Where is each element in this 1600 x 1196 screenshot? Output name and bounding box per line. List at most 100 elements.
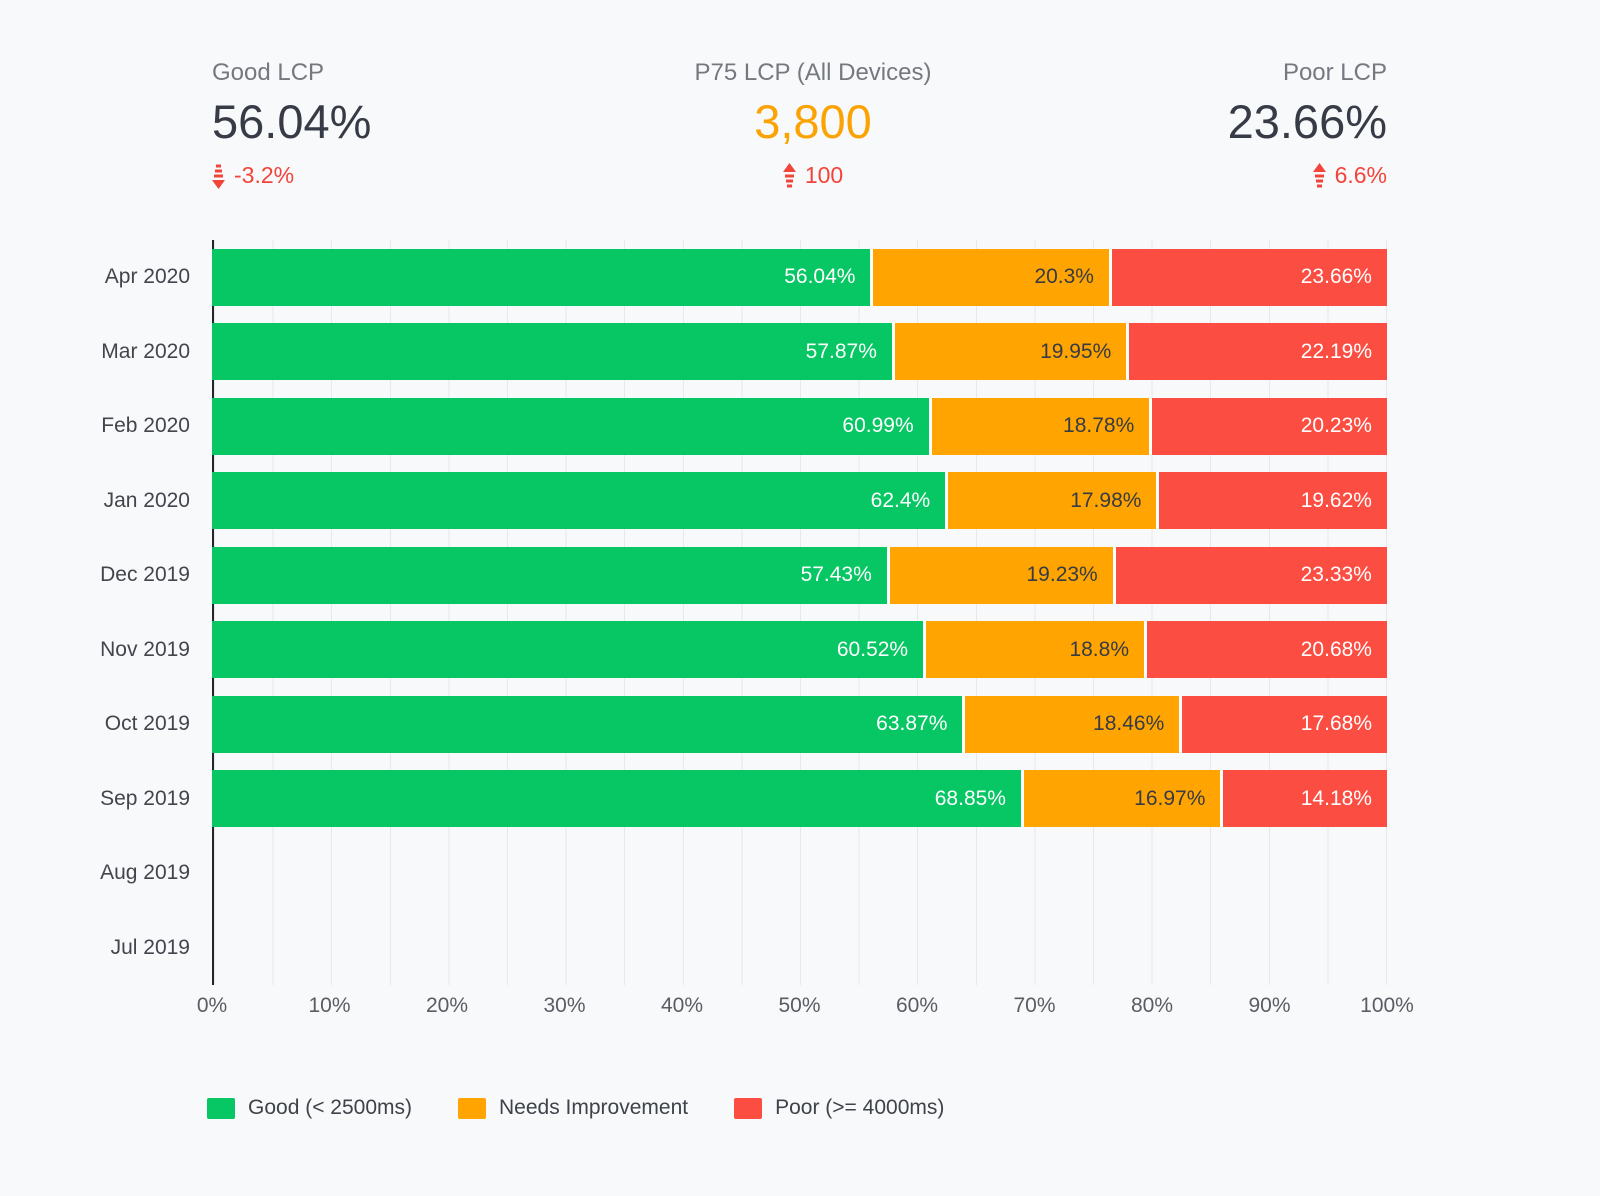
bar-track: 60.99% 18.78% 20.23% [212,397,1387,455]
bar-value-label: 19.62% [1300,488,1372,512]
bar-value-label: 60.99% [842,414,914,438]
bar-segment-needs-improvement[interactable]: 17.98% [945,472,1157,530]
bar-segment-good[interactable]: 60.99% [212,397,929,455]
scorecard-value: 3,800 [754,95,872,148]
scorecard-delta: 100 [563,162,1063,189]
y-axis-label: Mar 2020 [101,339,190,363]
bar-segment-poor[interactable]: 20.68% [1144,621,1387,679]
bar-segment-needs-improvement[interactable]: 19.95% [891,323,1127,381]
legend-label: Needs Improvement [499,1096,689,1119]
bar-segment-good[interactable]: 56.04% [212,248,871,306]
legend-swatch-good [207,1097,235,1119]
y-axis-label: Nov 2019 [100,637,190,661]
scorecard-good-lcp: Good LCP 56.04% -3.2% [212,58,371,189]
bar-track: 60.52% 18.8% 20.68% [212,621,1387,679]
x-axis: 0% 10% 20% 30% 40% 50% 60% 70% 80% 90% 100% [197,994,1414,1024]
bar-segment-needs-improvement[interactable]: 20.3% [870,248,1109,306]
scorecard-delta-value: -3.2% [234,162,295,188]
bar-segment-good[interactable]: 68.85% [212,770,1021,828]
bar-value-label: 68.85% [934,786,1006,810]
bar-track: 57.43% 19.23% 23.33% [212,546,1387,604]
x-axis-tick: 80% [1130,994,1174,1017]
bar-value-label: 57.43% [800,563,872,587]
x-axis-tick: 70% [1013,994,1056,1017]
bar-value-label: 63.87% [876,712,948,736]
bar-value-label: 60.52% [836,637,909,661]
bar-track [212,845,1387,902]
bar-segment-needs-improvement[interactable]: 19.23% [886,546,1113,604]
bar-segment-needs-improvement[interactable]: 18.46% [962,695,1180,753]
delta-up-icon [782,162,796,189]
legend-label: Good (< 2500ms) [248,1096,413,1119]
bar-segment-needs-improvement[interactable]: 18.8% [923,621,1144,679]
bar-track: 57.87% 19.95% 22.19% [212,323,1387,381]
bar-segment-poor[interactable]: 20.23% [1149,397,1387,455]
bar-segment-good[interactable]: 57.43% [212,546,887,604]
bar-segment-poor[interactable]: 14.18% [1220,770,1387,828]
chart-row: Jan 2020 62.4% 17.98% 19.62% [0,464,1387,539]
bar-track: 68.85% 16.97% 14.18% [212,770,1387,828]
chart-rows: Apr 2020 56.04% 20.3% 23.66% Mar 2020 57.87% 1… [0,240,1387,985]
bar-value-label: 62.4% [870,488,931,512]
chart-row: Aug 2019 [0,836,1387,911]
bar-value-label: 19.95% [1040,339,1112,363]
bar-segment-needs-improvement[interactable]: 16.97% [1020,770,1221,828]
bar-segment-good[interactable]: 60.52% [212,621,924,679]
bar-segment-good[interactable]: 63.87% [212,695,963,753]
bar-track: 62.4% 17.98% 19.62% [212,472,1387,530]
bar-value-label: 17.68% [1300,712,1372,736]
bar-value-label: 18.46% [1093,712,1165,736]
chart-row: Sep 2019 68.85% 16.97% 14.18% [0,762,1387,837]
bar-segment-poor[interactable]: 19.62% [1156,472,1387,530]
bar-value-label: 17.98% [1070,488,1142,512]
scorecard-delta-value: 100 [804,162,844,188]
chart-row: Dec 2019 57.43% 19.23% 23.33% [0,538,1387,613]
y-axis-label: Oct 2019 [104,712,190,736]
bar-value-label: 57.87% [805,339,877,363]
bar-segment-needs-improvement[interactable]: 18.78% [928,397,1150,455]
bar-segment-poor[interactable]: 17.68% [1179,695,1387,753]
y-axis-label: Dec 2019 [100,563,190,587]
scorecard-label: P75 LCP (All Devices) [694,59,932,86]
chart-row: Apr 2020 56.04% 20.3% 23.66% [0,240,1387,315]
bar-track: 63.87% 18.46% 17.68% [212,695,1387,753]
legend-swatch-needs-improvement [458,1097,487,1119]
bar-value-label: 20.68% [1300,637,1372,661]
bar-value-label: 16.97% [1134,786,1206,810]
bar-segment-good[interactable]: 57.87% [212,323,892,381]
legend-swatch-poor [734,1097,763,1119]
scorecard-label: Poor LCP [1282,59,1387,86]
scorecard-delta: -3.2% [212,162,371,189]
scorecard-label: Good LCP [212,59,325,86]
bar-segment-poor[interactable]: 22.19% [1126,323,1387,381]
chart-row: Mar 2020 57.87% 19.95% 22.19% [0,315,1387,390]
x-axis-tick: 20% [425,994,469,1017]
scorecard-value: 56.04% [212,95,372,148]
chart-row: Jul 2019 [0,911,1387,986]
legend-label: Poor (>= 4000ms) [775,1096,945,1119]
x-axis-tick: 60% [895,994,939,1017]
bar-track: 56.04% 20.3% 23.66% [212,248,1387,306]
bar-segment-poor[interactable]: 23.66% [1108,248,1387,306]
chart-row: Feb 2020 60.99% 18.78% 20.23% [0,389,1387,464]
x-axis-tick: 30% [543,994,586,1017]
bar-value-label: 19.23% [1026,563,1098,587]
scorecard-delta-value: 6.6% [1334,162,1387,188]
y-axis-label: Aug 2019 [100,861,190,885]
delta-down-icon [212,163,225,189]
bar-value-label: 22.19% [1300,339,1372,363]
y-axis-label: Jul 2019 [110,935,190,959]
x-axis-tick: 100% [1360,994,1414,1017]
bar-value-label: 18.8% [1069,637,1129,661]
x-axis-tick: 0% [196,994,228,1017]
bar-value-label: 20.23% [1300,414,1372,438]
delta-up-icon [1312,162,1326,189]
bar-value-label: 23.66% [1300,265,1372,289]
x-axis-tick: 40% [660,994,704,1017]
y-axis-label: Apr 2020 [104,265,190,289]
x-axis-tick: 50% [778,994,821,1017]
bar-value-label: 14.18% [1300,786,1372,810]
bar-segment-poor[interactable]: 23.33% [1112,546,1387,604]
scorecard-p75-lcp: P75 LCP (All Devices) 3,800 100 [563,58,1063,189]
bar-segment-good[interactable]: 62.4% [212,472,946,530]
